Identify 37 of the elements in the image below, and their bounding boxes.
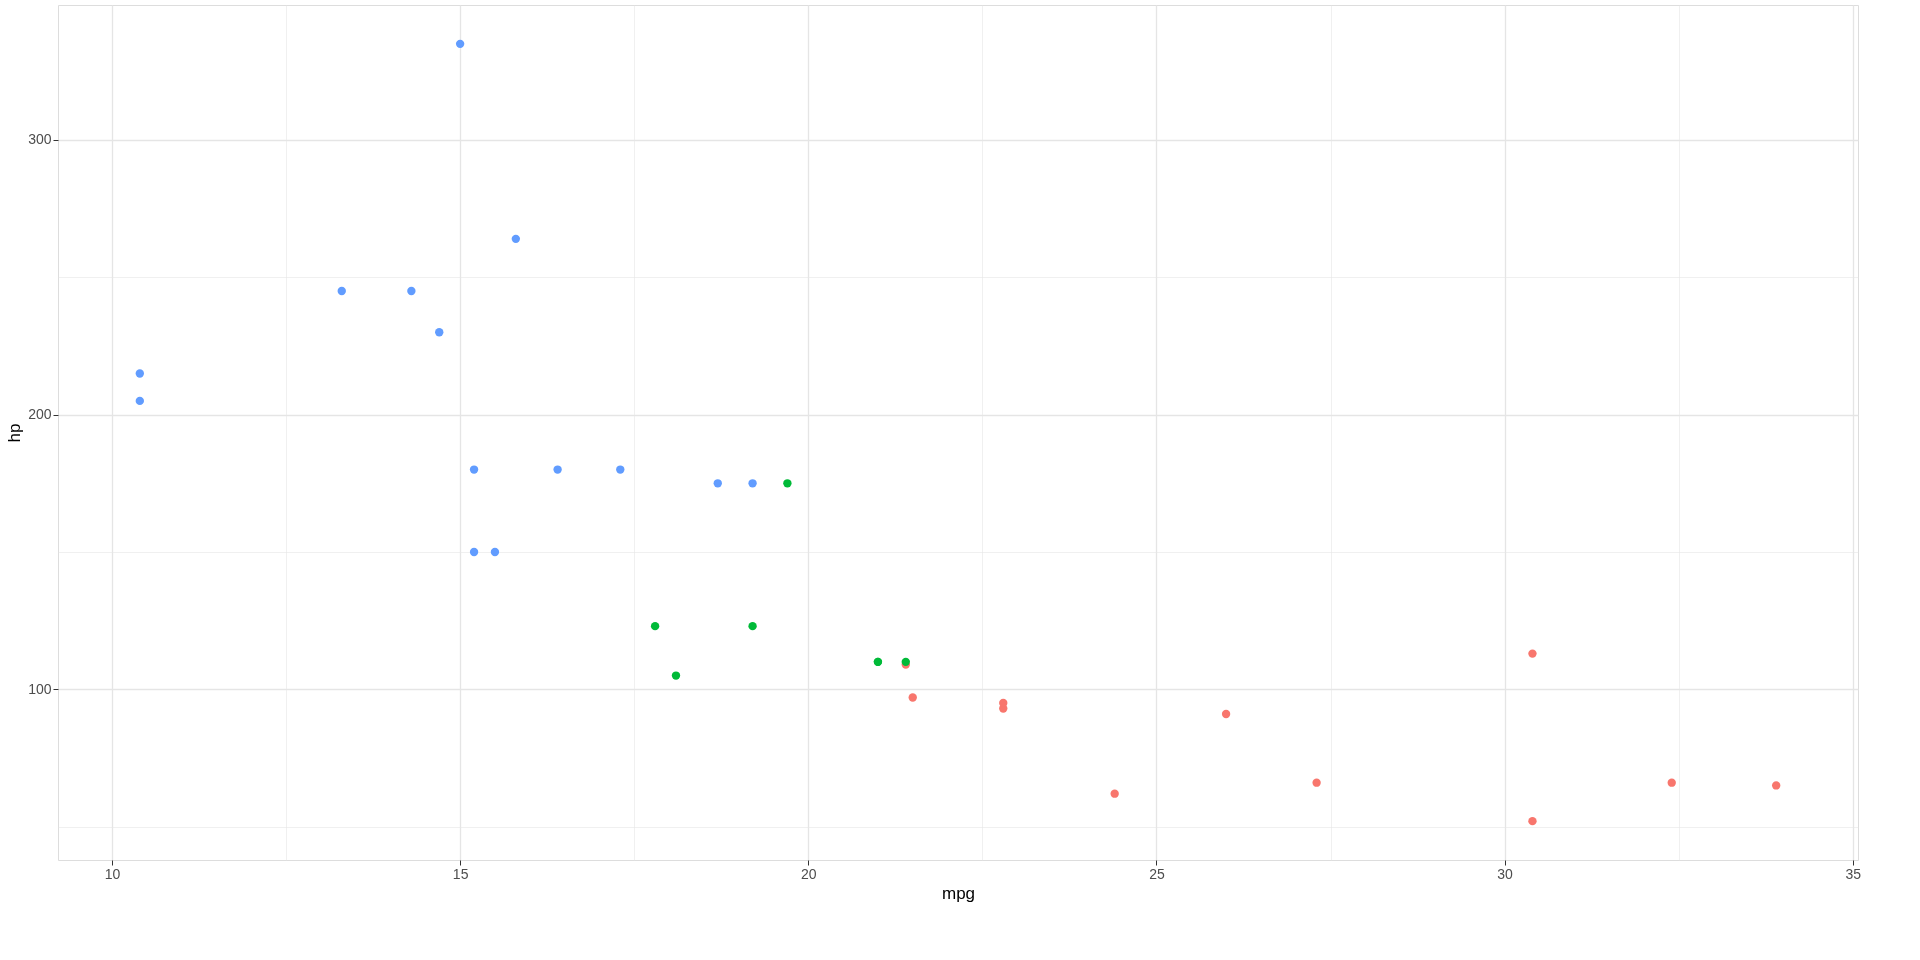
point [1312,778,1321,787]
point [490,547,500,557]
point [469,547,479,557]
point [455,39,465,49]
point [407,286,416,296]
point [671,671,681,680]
point [783,479,792,488]
x-axis-title: mpg [941,883,976,903]
point [748,621,757,631]
point [435,328,444,337]
point [1528,816,1537,826]
point [908,693,917,702]
point [650,621,660,631]
point [1221,709,1231,719]
point [713,479,722,488]
x-tick-label: 35 [1845,865,1862,882]
point [1110,789,1119,798]
x-tick-label: 10 [104,865,121,882]
point [616,465,625,474]
point [553,465,562,474]
y-tick-label: 200 [28,406,52,423]
point [135,396,144,406]
point [1528,649,1537,658]
x-tick-label: 30 [1497,865,1514,882]
x-tick-label: 20 [801,865,817,882]
y-tick-label: 300 [28,131,52,148]
x-tick-label: 25 [1149,865,1165,882]
point [748,479,757,488]
point [337,286,346,296]
point [469,465,479,474]
y-axis-title: hp [5,423,25,443]
point [135,369,144,378]
point [511,234,521,244]
x-tick-label: 15 [452,865,469,882]
y-tick-label: 100 [28,680,52,697]
point [1772,781,1781,790]
point [1667,778,1676,787]
